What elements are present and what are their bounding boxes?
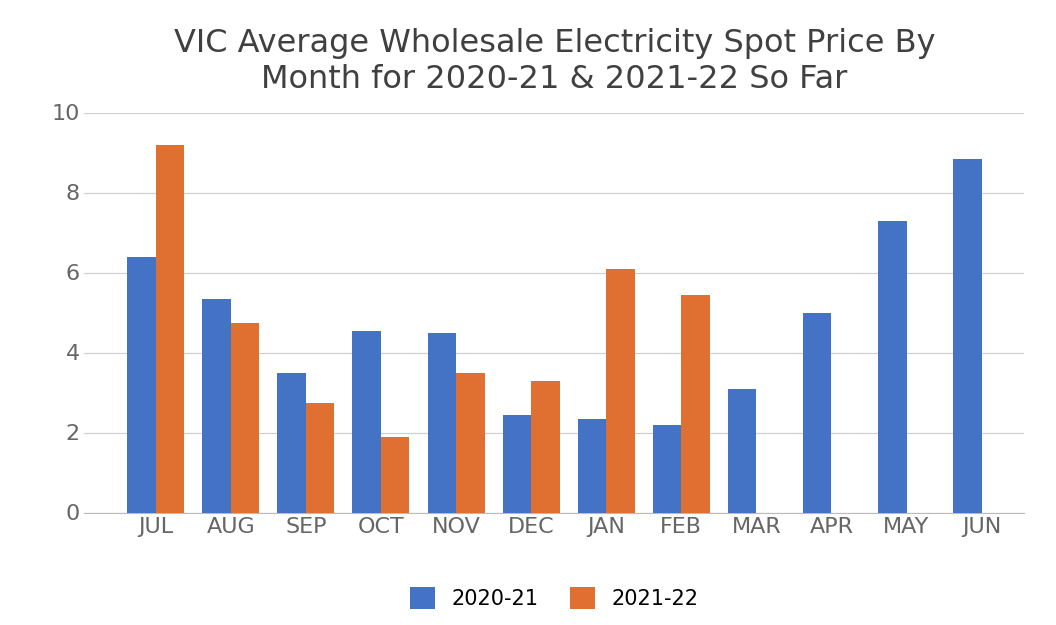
Bar bbox=[878, 221, 906, 512]
Bar bbox=[456, 372, 485, 512]
Bar bbox=[203, 299, 231, 512]
Bar bbox=[155, 144, 184, 512]
Bar bbox=[503, 414, 531, 512]
Bar bbox=[127, 256, 155, 512]
Bar bbox=[353, 331, 381, 512]
Bar bbox=[728, 389, 756, 512]
Legend: 2020-21, 2021-22: 2020-21, 2021-22 bbox=[401, 579, 708, 618]
Bar bbox=[278, 372, 306, 512]
Bar bbox=[803, 312, 831, 512]
Bar bbox=[231, 322, 260, 512]
Bar bbox=[681, 294, 710, 512]
Bar bbox=[531, 381, 560, 512]
Bar bbox=[428, 332, 456, 512]
Bar bbox=[954, 159, 982, 512]
Title: VIC Average Wholesale Electricity Spot Price By
Month for 2020-21 & 2021-22 So F: VIC Average Wholesale Electricity Spot P… bbox=[173, 28, 936, 94]
Bar bbox=[381, 436, 410, 512]
Bar bbox=[306, 402, 335, 512]
Bar bbox=[578, 419, 606, 512]
Bar bbox=[606, 269, 635, 512]
Bar bbox=[653, 424, 681, 512]
